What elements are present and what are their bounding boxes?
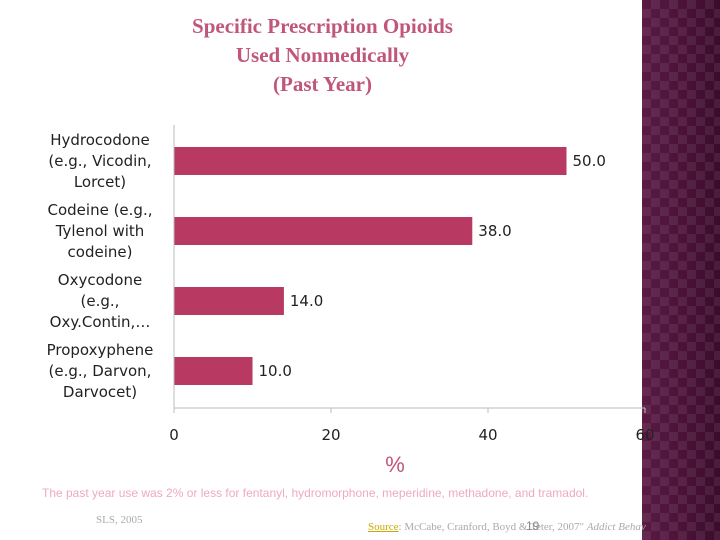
category-label-2-line-2: Oxy.Contin,… [50, 313, 151, 331]
x-tick-label-1: 20 [321, 426, 340, 444]
title-line-2: Used Nonmedically [235, 43, 410, 67]
title-line-3: (Past Year) [273, 72, 372, 96]
x-axis-label: % [385, 452, 405, 477]
slide-number: 19 [526, 519, 540, 533]
source-journal: Addict Behav [586, 521, 646, 533]
axes-group [173, 125, 646, 413]
category-label-3-line-1: (e.g., Darvon, [49, 362, 152, 380]
category-label-0-line-1: (e.g., Vicodin, [48, 152, 151, 170]
category-label-1-line-0: Codeine (e.g., [48, 201, 153, 219]
category-label-1-line-2: codeine) [68, 243, 133, 261]
decorative-side-band [642, 0, 720, 540]
source-citation: Source: McCabe, Cranford, Boyd & Teter, … [368, 520, 688, 540]
source-text: : McCabe, Cranford, Boyd & Teter, 2007 [398, 521, 580, 533]
sls-citation: SLS, 2005 [96, 514, 143, 526]
labels-group: 50.0 Hydrocodone (e.g., Vicodin, Lorcet) 38.… [47, 131, 655, 444]
value-label-3: 10.0 [259, 362, 292, 380]
x-tick-label-0: 0 [169, 426, 179, 444]
category-label-1-line-1: Tylenol with [55, 222, 145, 240]
x-tick-label-2: 40 [478, 426, 497, 444]
category-label-2-line-1: (e.g., [81, 292, 120, 310]
category-label-0-line-2: Lorcet) [74, 173, 126, 191]
footnote: The past year use was 2% or less for fen… [42, 486, 589, 500]
value-label-1: 38.0 [478, 222, 511, 240]
title-line-1: Specific Prescription Opioids [192, 14, 453, 38]
value-label-2: 14.0 [290, 292, 323, 310]
bar-2 [174, 287, 284, 315]
x-tick-label-3: 60 [635, 426, 654, 444]
value-label-0: 50.0 [573, 152, 606, 170]
category-label-0-line-0: Hydrocodone [50, 131, 150, 149]
bar-3 [174, 357, 253, 385]
source-journal-sep: " [579, 521, 587, 533]
bar-0 [174, 147, 567, 175]
category-label-2-line-0: Oxycodone [58, 271, 142, 289]
chart-title: Specific Prescription Opioids Used Nonme… [130, 12, 515, 99]
category-label-3-line-2: Darvocet) [63, 383, 137, 401]
source-link[interactable]: Source [368, 521, 399, 533]
category-label-3-line-0: Propoxyphene [47, 341, 154, 359]
bars-group [174, 147, 567, 385]
bar-1 [174, 217, 473, 245]
